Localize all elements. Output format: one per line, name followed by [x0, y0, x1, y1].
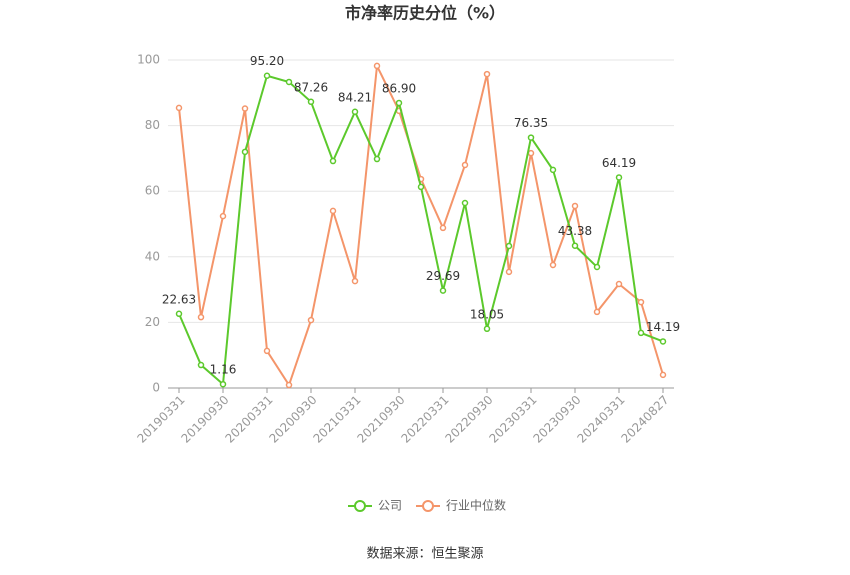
- point: [197, 313, 205, 321]
- point: [417, 183, 425, 191]
- legend-marker: [422, 500, 434, 512]
- point: [351, 108, 359, 116]
- data-label: 18.05: [470, 307, 504, 321]
- legend: 公司 行业中位数: [348, 498, 506, 513]
- point: [637, 329, 645, 337]
- point: [395, 99, 403, 107]
- point: [549, 261, 557, 269]
- point: [571, 202, 579, 210]
- point: [527, 134, 535, 141]
- point: [263, 72, 271, 79]
- point: [659, 371, 667, 379]
- point: [439, 287, 447, 294]
- legend-label: 公司: [378, 499, 402, 513]
- point: [373, 62, 381, 70]
- point: [593, 263, 601, 271]
- point: [615, 174, 623, 181]
- source-note: 数据来源：恒生聚源: [366, 547, 483, 562]
- data-label: 76.35: [514, 116, 548, 130]
- point: [461, 161, 469, 169]
- point: [307, 98, 315, 106]
- point: [241, 148, 249, 156]
- point: [175, 104, 183, 112]
- point: [593, 308, 601, 316]
- point: [549, 166, 557, 174]
- y-tick-label: 100: [137, 53, 160, 67]
- point: [483, 325, 491, 333]
- point: [263, 347, 271, 355]
- y-tick-label: 40: [145, 249, 160, 263]
- point: [285, 78, 293, 86]
- y-tick-label: 0: [152, 381, 160, 395]
- point: [659, 338, 667, 345]
- point: [241, 105, 249, 112]
- point: [461, 199, 469, 207]
- data-label: 29.69: [426, 269, 460, 283]
- data-label: 86.90: [382, 81, 416, 95]
- data-label: 64.19: [602, 156, 636, 170]
- point: [527, 149, 535, 157]
- data-label: 14.19: [646, 320, 680, 334]
- point: [505, 242, 513, 250]
- point: [439, 224, 447, 232]
- data-label: 84.21: [338, 90, 372, 104]
- x-tick-label: 20240827: [619, 393, 672, 446]
- legend-marker: [354, 500, 366, 512]
- legend-label: 行业中位数: [446, 498, 506, 513]
- data-label: 95.20: [250, 54, 284, 68]
- point: [329, 207, 337, 215]
- point: [219, 212, 227, 220]
- point: [307, 316, 315, 324]
- point: [637, 298, 645, 306]
- point: [285, 381, 293, 389]
- data-label: 22.63: [162, 292, 196, 306]
- point: [175, 310, 183, 318]
- point: [505, 268, 513, 276]
- y-tick-label: 80: [145, 118, 160, 132]
- y-tick-label: 60: [145, 184, 160, 198]
- point: [219, 380, 227, 388]
- point: [329, 157, 337, 165]
- point: [373, 155, 381, 163]
- chart-title: 市净率历史分位（%）: [345, 4, 505, 23]
- point: [615, 280, 623, 288]
- point: [571, 242, 579, 249]
- data-label: 43.38: [558, 224, 592, 238]
- data-label: 1.16: [210, 363, 237, 377]
- data-label: 87.26: [294, 80, 328, 94]
- y-tick-label: 20: [145, 315, 160, 329]
- point: [483, 70, 491, 78]
- point: [351, 277, 359, 285]
- point: [197, 361, 205, 369]
